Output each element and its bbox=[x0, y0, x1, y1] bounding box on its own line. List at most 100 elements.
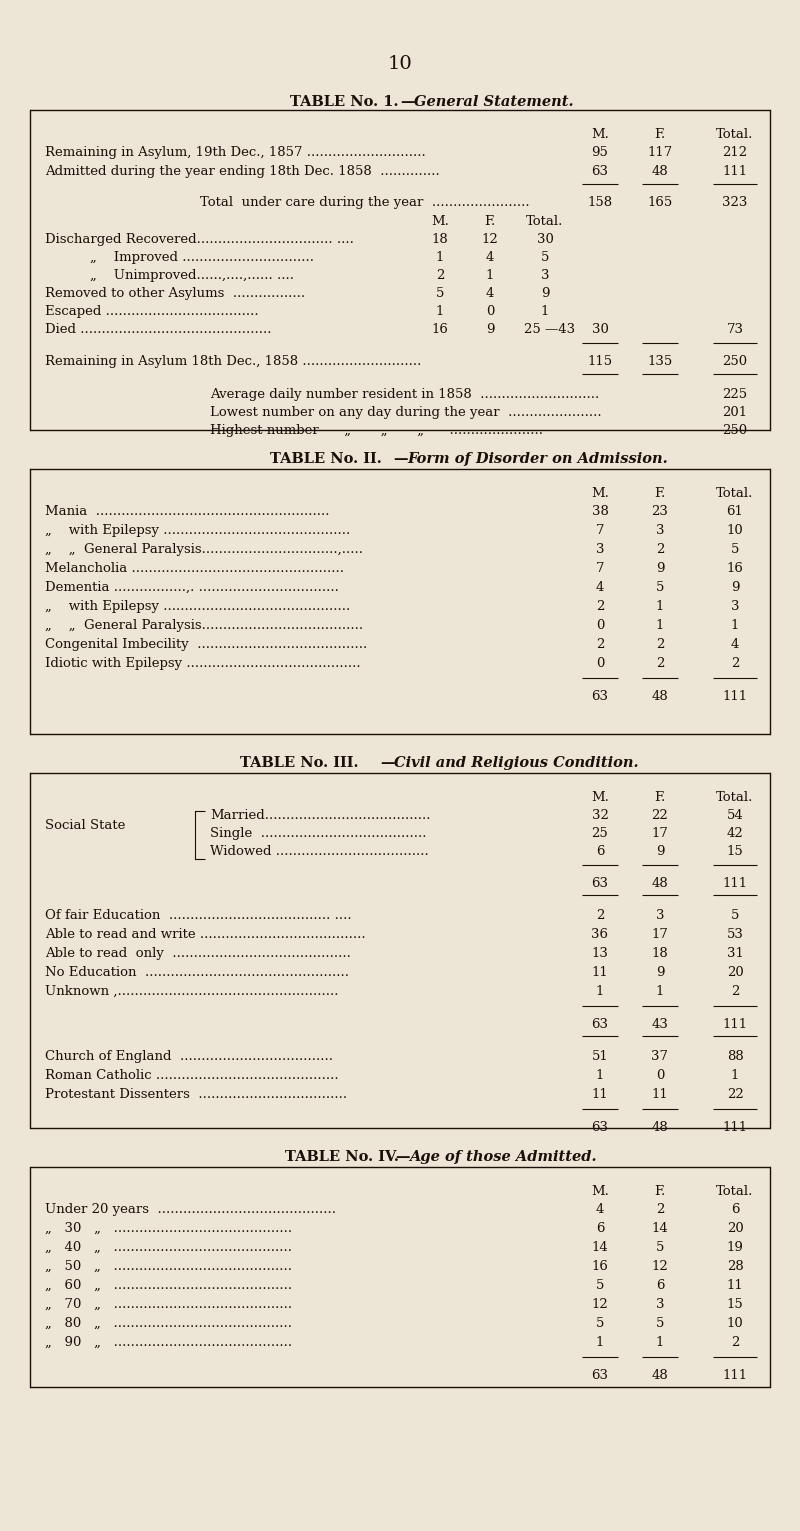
Text: „   70   „   ..........................................: „ 70 „ .................................… bbox=[45, 1298, 292, 1311]
Text: 63: 63 bbox=[591, 1018, 609, 1030]
Text: 20: 20 bbox=[726, 966, 743, 978]
Text: 31: 31 bbox=[726, 948, 743, 960]
Text: Roman Catholic ...........................................: Roman Catholic .........................… bbox=[45, 1069, 338, 1082]
Text: Died .............................................: Died ...................................… bbox=[45, 323, 271, 335]
Text: 1: 1 bbox=[656, 1337, 664, 1349]
Text: 16: 16 bbox=[431, 323, 449, 335]
Text: 212: 212 bbox=[722, 145, 747, 159]
Text: 10: 10 bbox=[726, 524, 743, 537]
Text: 28: 28 bbox=[726, 1260, 743, 1272]
Text: 3: 3 bbox=[656, 1298, 664, 1311]
Text: Total.: Total. bbox=[716, 792, 754, 804]
Text: 165: 165 bbox=[647, 196, 673, 210]
Text: 53: 53 bbox=[726, 928, 743, 942]
Text: 1: 1 bbox=[656, 984, 664, 998]
Text: 1: 1 bbox=[656, 619, 664, 632]
Text: 5: 5 bbox=[731, 544, 739, 556]
Text: Idiotic with Epilepsy .........................................: Idiotic with Epilepsy ..................… bbox=[45, 657, 361, 671]
Text: 111: 111 bbox=[722, 690, 747, 703]
Text: Able to read and write .......................................: Able to read and write .................… bbox=[45, 928, 366, 942]
Text: TABLE No. III.: TABLE No. III. bbox=[240, 756, 358, 770]
Text: 11: 11 bbox=[592, 1089, 608, 1101]
Text: 17: 17 bbox=[651, 827, 669, 841]
Text: 111: 111 bbox=[722, 1369, 747, 1382]
Text: Social State: Social State bbox=[45, 819, 126, 831]
Text: 1: 1 bbox=[436, 305, 444, 318]
Text: „   50   „   ..........................................: „ 50 „ .................................… bbox=[45, 1260, 292, 1272]
Text: 6: 6 bbox=[730, 1203, 739, 1216]
Text: Congenital Imbecility  ........................................: Congenital Imbecility ..................… bbox=[45, 638, 367, 651]
Text: 48: 48 bbox=[652, 1369, 668, 1382]
Text: 4: 4 bbox=[596, 580, 604, 594]
Text: 32: 32 bbox=[591, 808, 609, 822]
Text: 63: 63 bbox=[591, 690, 609, 703]
Text: 15: 15 bbox=[726, 1298, 743, 1311]
Text: 36: 36 bbox=[591, 928, 609, 942]
Text: 2: 2 bbox=[596, 909, 604, 922]
Text: F.: F. bbox=[654, 487, 666, 501]
Text: 48: 48 bbox=[652, 690, 668, 703]
Text: Total.: Total. bbox=[526, 214, 564, 228]
Text: 73: 73 bbox=[726, 323, 743, 335]
Text: 63: 63 bbox=[591, 165, 609, 178]
Text: 1: 1 bbox=[436, 251, 444, 263]
Text: Total  under care during the year  .......................: Total under care during the year .......… bbox=[200, 196, 530, 210]
Text: 2: 2 bbox=[656, 1203, 664, 1216]
Text: 5: 5 bbox=[436, 286, 444, 300]
Text: 2: 2 bbox=[596, 600, 604, 612]
Text: Melancholia ..................................................: Melancholia ............................… bbox=[45, 562, 344, 576]
Text: Highest number      „       „       „      ......................: Highest number „ „ „ ...................… bbox=[210, 424, 543, 436]
Text: 42: 42 bbox=[726, 827, 743, 841]
Text: 22: 22 bbox=[726, 1089, 743, 1101]
Text: 20: 20 bbox=[726, 1222, 743, 1236]
Text: 2: 2 bbox=[731, 1337, 739, 1349]
Text: Mania  .......................................................: Mania ..................................… bbox=[45, 505, 330, 517]
Text: 3: 3 bbox=[541, 269, 550, 282]
Text: 1: 1 bbox=[656, 600, 664, 612]
Text: „   60   „   ..........................................: „ 60 „ .................................… bbox=[45, 1278, 292, 1292]
Text: Remaining in Asylum, 19th Dec., 1857 ............................: Remaining in Asylum, 19th Dec., 1857 ...… bbox=[45, 145, 426, 159]
Text: Removed to other Asylums  .................: Removed to other Asylums ...............… bbox=[45, 286, 305, 300]
Text: 2: 2 bbox=[656, 638, 664, 651]
Text: —: — bbox=[393, 452, 407, 465]
Text: Age of those Admitted.: Age of those Admitted. bbox=[409, 1150, 597, 1164]
Text: 201: 201 bbox=[722, 406, 747, 419]
Text: 0: 0 bbox=[596, 619, 604, 632]
Text: M.: M. bbox=[431, 214, 449, 228]
Text: 135: 135 bbox=[647, 355, 673, 367]
Text: Of fair Education  ...................................... ....: Of fair Education ......................… bbox=[45, 909, 352, 922]
Text: 48: 48 bbox=[652, 1121, 668, 1134]
Text: 16: 16 bbox=[726, 562, 743, 576]
Text: M.: M. bbox=[591, 792, 609, 804]
Text: 12: 12 bbox=[592, 1298, 608, 1311]
Text: 22: 22 bbox=[652, 808, 668, 822]
Text: 11: 11 bbox=[652, 1089, 668, 1101]
Text: 95: 95 bbox=[591, 145, 609, 159]
Text: 323: 323 bbox=[722, 196, 748, 210]
Text: TABLE No. 1.: TABLE No. 1. bbox=[290, 95, 398, 109]
Text: 5: 5 bbox=[596, 1278, 604, 1292]
Text: Total.: Total. bbox=[716, 487, 754, 501]
Text: 225: 225 bbox=[722, 387, 747, 401]
Text: Dementia .................,. .................................: Dementia .................,. ...........… bbox=[45, 580, 339, 594]
Text: Civil and Religious Condition.: Civil and Religious Condition. bbox=[394, 756, 638, 770]
Text: 9: 9 bbox=[656, 562, 664, 576]
Text: 18: 18 bbox=[432, 233, 448, 246]
Text: 3: 3 bbox=[730, 600, 739, 612]
Text: 63: 63 bbox=[591, 1121, 609, 1134]
Text: 2: 2 bbox=[596, 638, 604, 651]
Text: 5: 5 bbox=[656, 1242, 664, 1254]
Text: 117: 117 bbox=[647, 145, 673, 159]
Text: 1: 1 bbox=[486, 269, 494, 282]
Text: 5: 5 bbox=[541, 251, 549, 263]
Text: 111: 111 bbox=[722, 165, 747, 178]
Text: 6: 6 bbox=[596, 845, 604, 857]
Text: 30: 30 bbox=[537, 233, 554, 246]
Text: 3: 3 bbox=[656, 524, 664, 537]
Text: 3: 3 bbox=[656, 909, 664, 922]
Text: 4: 4 bbox=[486, 251, 494, 263]
Text: 88: 88 bbox=[726, 1050, 743, 1063]
Text: —: — bbox=[395, 1150, 410, 1164]
Text: F.: F. bbox=[654, 129, 666, 141]
Text: 4: 4 bbox=[596, 1203, 604, 1216]
